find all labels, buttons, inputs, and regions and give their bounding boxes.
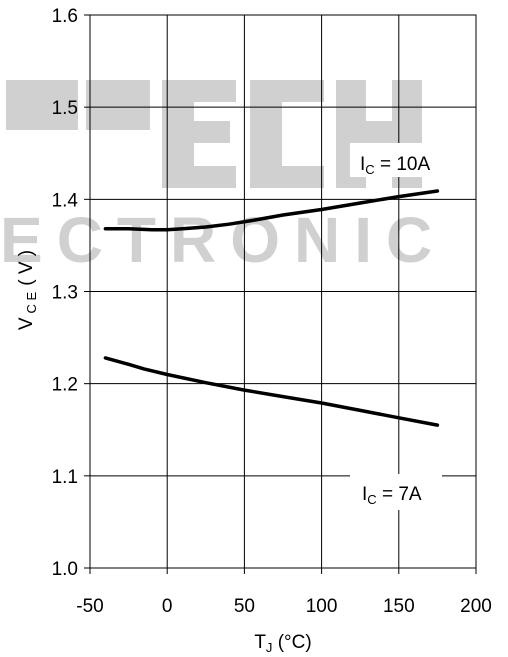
x-axis-label-main: T xyxy=(254,632,266,653)
y-tick-label: 1.5 xyxy=(52,98,78,119)
series-label-10a-main: I xyxy=(360,154,365,175)
svg-text:ECTRONIC: ECTRONIC xyxy=(0,204,446,276)
y-tick-label: 1.6 xyxy=(52,6,78,27)
series-label-10a: IC = 10A xyxy=(360,154,430,177)
y-tick-label: 1.2 xyxy=(52,375,78,396)
x-axis-ticks: -50 0 50 100 150 200 xyxy=(76,568,492,617)
series-label-7a-value: = 7A xyxy=(377,484,422,505)
y-tick-label: 1.0 xyxy=(52,559,78,580)
series-label-7a-sub: C xyxy=(367,492,376,507)
tech-electronic-watermark: ECTRONIC xyxy=(0,80,446,276)
series-layer xyxy=(103,189,440,427)
x-tick-label: -50 xyxy=(76,596,103,617)
x-tick-label: 0 xyxy=(162,596,173,617)
y-tick-label: 1.4 xyxy=(52,190,79,211)
x-axis-label-unit: (°C) xyxy=(272,632,311,653)
label-box-7a xyxy=(350,474,442,510)
y-axis-label: V C E ( V ) xyxy=(16,250,39,330)
series-label-7a-main: I xyxy=(362,484,367,505)
x-tick-label: 50 xyxy=(234,596,255,617)
series-label-7a: IC = 7A xyxy=(362,484,422,507)
y-tick-label: 1.1 xyxy=(52,467,78,488)
x-tick-label: 100 xyxy=(306,596,338,617)
x-tick-label: 150 xyxy=(383,596,415,617)
y-axis-label-main: V xyxy=(16,317,37,330)
x-axis-label-sub: J xyxy=(266,640,273,655)
series-line-10a xyxy=(103,189,440,232)
label-box-10a xyxy=(350,143,442,177)
y-tick-label: 1.3 xyxy=(52,283,78,304)
x-axis-label: TJ (°C) xyxy=(254,632,311,655)
y-axis-ticks: 1.0 1.1 1.2 1.3 1.4 1.5 1.6 xyxy=(52,6,90,580)
series-line-7a xyxy=(103,356,440,427)
x-tick-label: 200 xyxy=(460,596,492,617)
y-axis-label-unit: ( V ) xyxy=(16,250,37,286)
y-axis-label-sub: C E xyxy=(24,291,39,313)
series-label-10a-sub: C xyxy=(365,162,374,177)
series-label-10a-value: = 10A xyxy=(375,154,431,175)
